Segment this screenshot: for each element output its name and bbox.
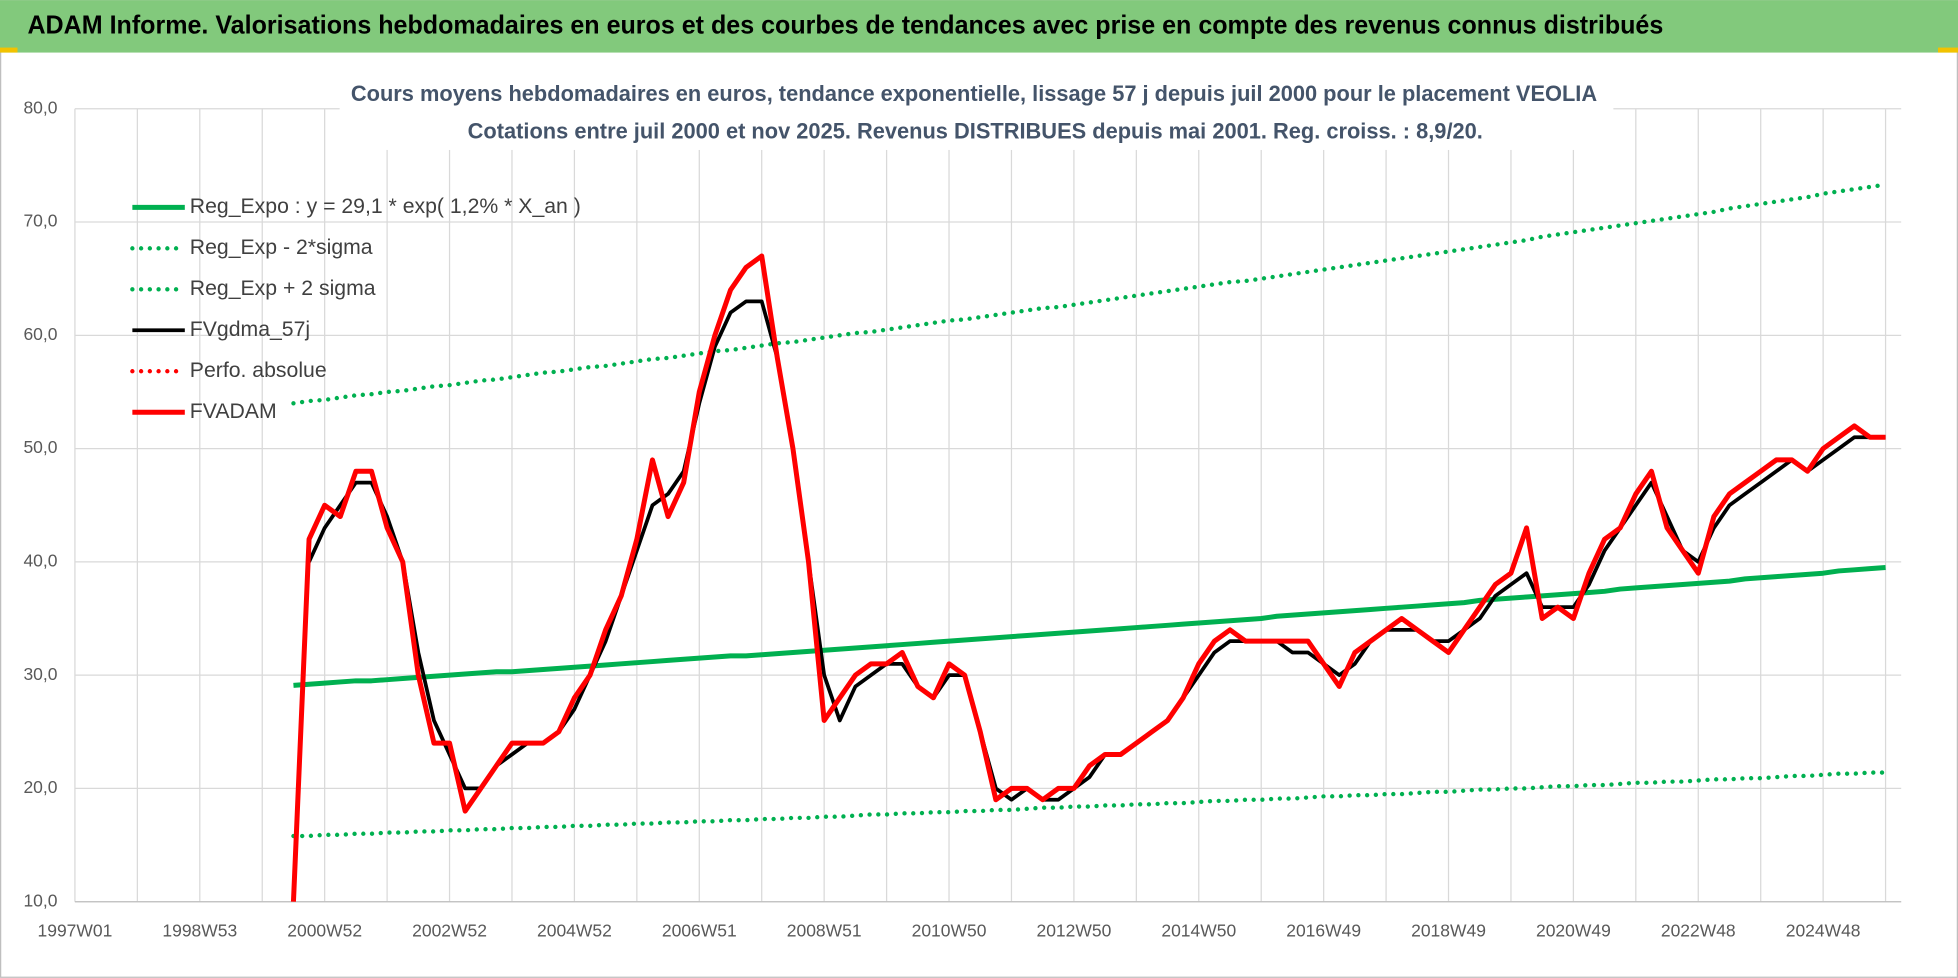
x-tick-label: 1998W53 [162, 920, 237, 940]
series-line [293, 565, 1886, 688]
legend-label: Reg_Exp - 2*sigma [190, 236, 373, 259]
header-accent [0, 47, 18, 53]
x-tick-label: 2024W48 [1786, 920, 1861, 940]
chart-title: Cours moyens hebdomadaires en euros, ten… [351, 81, 1597, 106]
x-tick-label: 1997W01 [38, 920, 113, 940]
legend-label: FVADAM [190, 400, 277, 423]
x-tick-label: 2022W48 [1661, 920, 1736, 940]
y-tick-label: 40,0 [23, 550, 57, 570]
plot: 10,0 20,0 30,0 40,0 50,0 60,0 70,0 80,0 1997W01 1… [23, 97, 1902, 940]
legend-label: Reg_Expo : y = 29,1 * exp( 1,2% * X_an ) [190, 195, 581, 218]
header-title: ADAM Informe. Valorisations hebdomadaire… [27, 9, 1663, 39]
x-tick-label: 2018W49 [1411, 920, 1486, 940]
legend: Reg_Expo : y = 29,1 * exp( 1,2% * X_an )… [130, 195, 581, 423]
series-line [291, 770, 1888, 839]
header-accent [1938, 47, 1958, 53]
y-tick-label: 80,0 [23, 97, 57, 117]
chart-subtitle: Cotations entre juil 2000 et nov 2025. R… [468, 118, 1483, 143]
legend-label: Reg_Exp + 2 sigma [190, 277, 376, 300]
y-tick-label: 50,0 [23, 437, 57, 457]
x-tick-label: 2012W50 [1037, 920, 1112, 940]
y-tick-label: 60,0 [23, 324, 57, 344]
x-tick-label: 2000W52 [287, 920, 362, 940]
y-tick-label: 20,0 [23, 777, 57, 797]
x-tick-label: 2006W51 [662, 920, 737, 940]
x-tick-label: 2010W50 [912, 920, 987, 940]
x-tick-label: 2002W52 [412, 920, 487, 940]
legend-label: Perfo. absolue [190, 359, 327, 382]
series-line [291, 182, 1888, 406]
x-tick-label: 2016W49 [1286, 920, 1361, 940]
series-line [290, 253, 1886, 902]
x-tick-label: 2020W49 [1536, 920, 1611, 940]
y-tick-label: 30,0 [23, 664, 57, 684]
x-tick-label: 2004W52 [537, 920, 612, 940]
y-tick-label: 10,0 [23, 890, 57, 910]
x-tick-label: 2008W51 [787, 920, 862, 940]
legend-label: FVgdma_57j [190, 318, 310, 341]
title-backdrop [339, 77, 1614, 150]
x-tick-label: 2014W50 [1161, 920, 1236, 940]
y-tick-label: 70,0 [23, 211, 57, 231]
header-bar [0, 0, 1958, 53]
